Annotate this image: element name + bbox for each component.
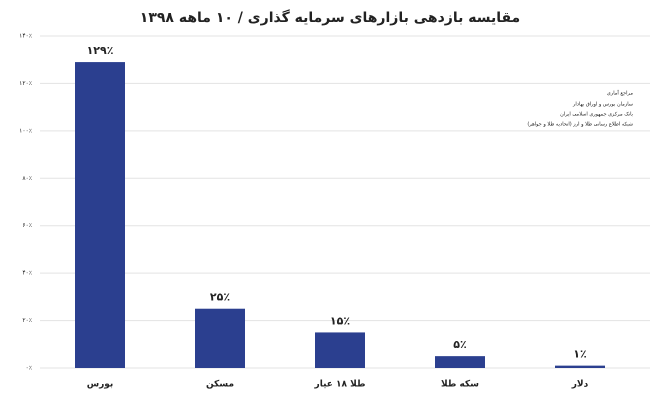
data-label: ۱٪ xyxy=(573,348,586,361)
y-tick-label: ۱۲۰٪ xyxy=(19,80,32,87)
source-item: بانک مرکزی جمهوری اسلامی ایران xyxy=(560,112,633,118)
bar xyxy=(315,332,365,368)
data-label: ۱۲۹٪ xyxy=(87,44,114,57)
bar xyxy=(75,62,125,368)
y-tick-label: ۶۰٪ xyxy=(22,222,32,229)
data-label: ۲۵٪ xyxy=(210,291,230,304)
data-label: ۵٪ xyxy=(453,338,466,351)
y-tick-label: ۲۰٪ xyxy=(22,317,32,324)
x-tick-label: بورس xyxy=(87,380,114,390)
sources-title: مراجع آماری xyxy=(607,90,633,97)
y-tick-label: ۰٪ xyxy=(26,365,32,372)
bar xyxy=(555,365,605,368)
bar xyxy=(435,356,485,368)
x-tick-label: مسکن xyxy=(206,380,234,390)
y-tick-label: ۴۰٪ xyxy=(22,270,32,277)
bar xyxy=(195,308,245,368)
y-tick-label: ۸۰٪ xyxy=(22,175,32,182)
x-tick-label: دلار xyxy=(571,380,589,390)
source-item: سازمان بورس و اوراق بهادار xyxy=(572,102,633,108)
x-tick-label: طلا ۱۸ عیار xyxy=(314,380,366,390)
chart-title: مقایسه بازدهی بازارهای سرمایه گذاری / ۱۰… xyxy=(140,9,520,26)
source-item: شبکه اطلاع رسانی طلا و ارز (اتحادیه طلا … xyxy=(527,122,633,128)
x-tick-label: سکه طلا xyxy=(441,380,479,390)
y-tick-label: ۱۴۰٪ xyxy=(19,33,32,40)
data-label: ۱۵٪ xyxy=(330,314,350,327)
y-tick-label: ۱۰۰٪ xyxy=(19,127,32,134)
